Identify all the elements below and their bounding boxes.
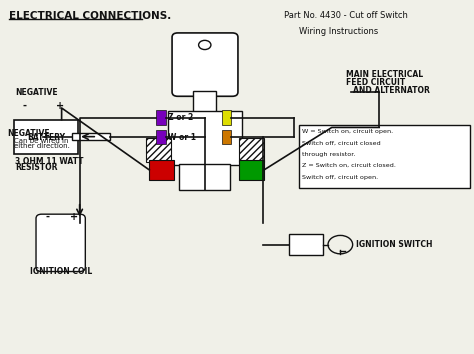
Text: through resistor.: through resistor. [302, 152, 356, 157]
Text: +: + [56, 101, 64, 111]
Text: MAIN ELECTRICAL: MAIN ELECTRICAL [346, 70, 423, 79]
Text: IGNITION SWITCH: IGNITION SWITCH [356, 240, 432, 249]
Text: Z = Switch on, circuit closed.: Z = Switch on, circuit closed. [302, 163, 396, 168]
Text: W = Switch on, circuit open.: W = Switch on, circuit open. [302, 129, 393, 134]
Bar [156, 110, 166, 125]
Text: AND ALTERNATOR: AND ALTERNATOR [353, 86, 430, 95]
Bar [14, 120, 78, 154]
FancyBboxPatch shape [36, 214, 85, 272]
Text: either direction.: either direction. [14, 143, 70, 149]
Text: 3 OHM 11 WATT: 3 OHM 11 WATT [15, 156, 84, 166]
Text: -: - [45, 212, 49, 222]
Bar [168, 111, 242, 165]
Text: BATTERY: BATTERY [27, 133, 65, 142]
Text: RESISTOR: RESISTOR [15, 162, 58, 172]
Bar [239, 138, 264, 162]
Text: NEGATIVE: NEGATIVE [7, 129, 50, 138]
Text: NEGATIVE: NEGATIVE [15, 88, 58, 97]
Text: Wiring Instructions: Wiring Instructions [299, 27, 378, 35]
Text: +: + [70, 212, 78, 222]
Text: Can be wired in: Can be wired in [14, 138, 69, 143]
Bar [222, 110, 231, 125]
Bar [289, 234, 323, 255]
Text: -: - [23, 101, 27, 111]
Text: W or 1: W or 1 [168, 133, 196, 142]
FancyBboxPatch shape [172, 33, 238, 96]
Bar [179, 164, 230, 190]
Text: IGNITION COIL: IGNITION COIL [29, 267, 92, 276]
Bar [149, 160, 174, 180]
Bar [156, 130, 166, 144]
Bar [72, 133, 110, 140]
Bar [299, 125, 470, 188]
Bar [146, 138, 171, 162]
Text: Part No. 4430 - Cut off Switch: Part No. 4430 - Cut off Switch [284, 11, 408, 19]
Bar [239, 160, 264, 180]
Bar [193, 91, 216, 112]
Text: FEED CIRCUIT: FEED CIRCUIT [346, 78, 405, 87]
Text: ELECTRICAL CONNECTIONS.: ELECTRICAL CONNECTIONS. [9, 11, 172, 21]
Text: Z or 2: Z or 2 [168, 113, 193, 122]
Text: Switch off, circuit open.: Switch off, circuit open. [302, 175, 378, 179]
Text: Switch off, circuit closed: Switch off, circuit closed [302, 141, 381, 145]
Bar [222, 130, 231, 144]
